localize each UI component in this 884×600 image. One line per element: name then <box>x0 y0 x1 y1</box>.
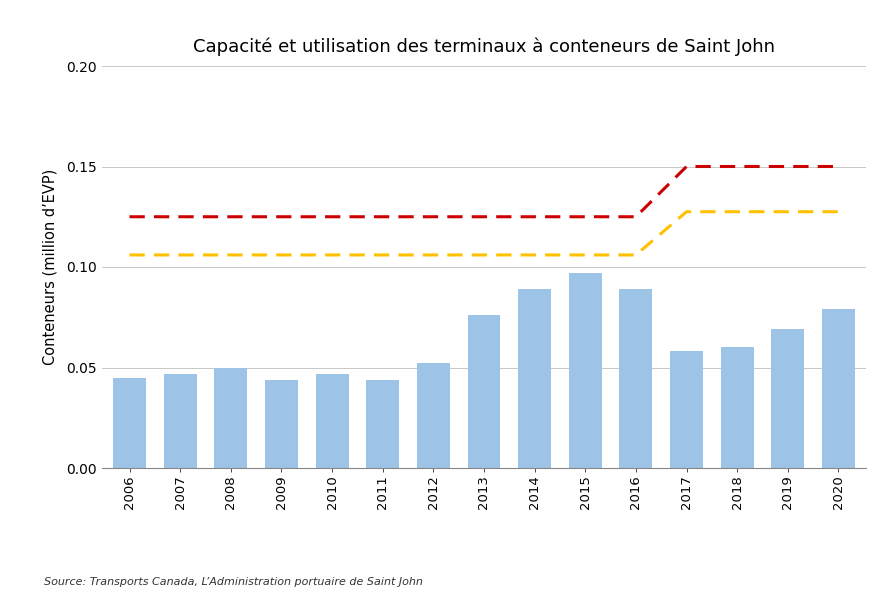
Bar <box>720 347 754 468</box>
Bar <box>670 352 703 468</box>
Bar <box>568 273 602 468</box>
Title: Capacité et utilisation des terminaux à conteneurs de Saint John: Capacité et utilisation des terminaux à … <box>193 38 775 56</box>
Bar <box>316 374 348 468</box>
Bar <box>366 380 400 468</box>
Bar <box>772 329 804 468</box>
Bar <box>164 374 196 468</box>
Bar <box>468 315 500 468</box>
Bar <box>214 367 248 468</box>
Bar <box>265 380 298 468</box>
Bar <box>113 377 146 468</box>
Y-axis label: Conteneurs (million d’EVP): Conteneurs (million d’EVP) <box>42 169 57 365</box>
Text: Source: Transports Canada, L’Administration portuaire de Saint John: Source: Transports Canada, L’Administrat… <box>44 577 423 587</box>
Bar <box>822 309 855 468</box>
Bar <box>417 364 450 468</box>
Bar <box>518 289 551 468</box>
Bar <box>620 289 652 468</box>
